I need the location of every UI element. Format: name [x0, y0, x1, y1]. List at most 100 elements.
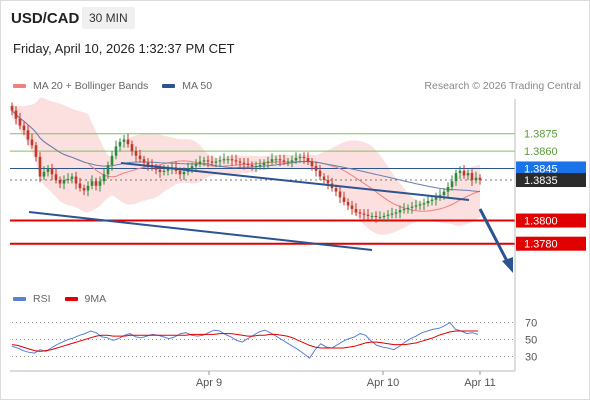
candle-body: [286, 161, 290, 163]
candle-body: [366, 214, 370, 216]
candle-body: [202, 160, 206, 162]
candle-body: [194, 163, 198, 167]
candle-body: [402, 208, 406, 211]
candle-body: [122, 139, 126, 142]
candle-body: [50, 168, 54, 175]
candle-body: [362, 213, 366, 215]
rsi-level-label-0: 70: [525, 318, 537, 330]
candle-body: [422, 203, 426, 205]
candle-body: [238, 161, 242, 163]
candle-body: [354, 208, 358, 213]
candle-body: [78, 183, 82, 189]
candle-body: [326, 180, 330, 184]
legend-swatch-ma20: [13, 84, 26, 88]
candle-body: [30, 139, 34, 146]
candle-body: [346, 202, 350, 206]
candle-body: [390, 213, 394, 215]
candle-body: [162, 170, 166, 172]
legend-item-ma50[interactable]: MA 50: [162, 80, 212, 92]
candle-body: [318, 170, 322, 177]
candle-body: [302, 156, 306, 159]
legend-item-rsi[interactable]: RSI: [13, 293, 51, 305]
candle-body: [14, 110, 18, 119]
price-label-1: 1.3860: [524, 146, 558, 158]
datetime-label: Friday, April 10, 2026 1:32:37 PM CET: [13, 41, 235, 56]
candle-body: [394, 212, 398, 214]
candle-body: [26, 130, 30, 140]
candle-body: [118, 141, 122, 147]
legend-swatch-rsi-ma: [64, 297, 78, 301]
candle-body: [474, 177, 478, 181]
channel-upper-line: [120, 162, 470, 201]
candle-body: [166, 168, 170, 171]
candle-body: [22, 125, 26, 131]
x-tick-label-0: Apr 9: [196, 377, 222, 389]
legend-label-ma50: MA 50: [182, 80, 213, 92]
candle-body: [74, 176, 78, 184]
forecast-arrow-head: [502, 257, 513, 273]
legend-item-ma20[interactable]: MA 20 + Bollinger Bands: [13, 80, 148, 92]
candle-body: [34, 145, 38, 157]
candle-body: [218, 160, 222, 162]
symbol-title: USD/CAD: [11, 10, 80, 27]
candle-body: [262, 162, 266, 165]
candle-body: [142, 159, 146, 163]
candle-body: [310, 161, 314, 167]
price-label-3: 1.3835: [524, 175, 558, 187]
candle-body: [226, 159, 230, 161]
legend-item-rsi-ma[interactable]: 9MA: [64, 293, 106, 305]
candle-body: [178, 170, 182, 175]
candle-body: [306, 158, 310, 162]
candle-body: [230, 159, 234, 161]
candle-body: [322, 176, 326, 181]
legend-label-ma20: MA 20 + Bollinger Bands: [33, 80, 149, 92]
candle-body: [58, 180, 62, 184]
candle-body: [222, 159, 226, 161]
forecast-arrow: [478, 208, 510, 264]
candle-body: [378, 217, 382, 219]
price-label-5: 1.3780: [524, 239, 558, 251]
candle-body: [38, 156, 42, 177]
candle-body: [294, 158, 298, 161]
x-tick-label-1: Apr 10: [367, 377, 399, 389]
candle-body: [206, 160, 210, 162]
candle-body: [82, 188, 86, 191]
candle-body: [158, 169, 162, 172]
candle-body: [46, 168, 50, 172]
candle-body: [430, 199, 434, 201]
candle-body: [198, 161, 202, 164]
price-label-bg-5: [516, 236, 586, 251]
candle-body: [266, 161, 270, 163]
rsi-line: [11, 321, 479, 359]
candle-body: [70, 176, 74, 179]
candle-body: [114, 146, 118, 156]
legend-swatch-ma50: [162, 84, 176, 88]
candle-body: [410, 206, 414, 208]
price-legend: MA 20 + Bollinger Bands MA 50: [13, 80, 226, 92]
rsi-level-label-1: 50: [525, 335, 537, 347]
candle-body: [358, 212, 362, 214]
candle-body: [42, 171, 46, 177]
candle-body: [134, 151, 138, 156]
candle-body: [138, 155, 142, 160]
candle-body: [374, 215, 378, 218]
candle-body: [454, 173, 458, 182]
candle-body: [270, 159, 274, 162]
timeframe-badge[interactable]: 30 MIN: [82, 7, 135, 29]
candle-body: [146, 162, 150, 165]
legend-swatch-rsi: [13, 297, 26, 301]
candle-body: [126, 139, 130, 145]
candle-body: [182, 171, 186, 175]
candle-body: [442, 191, 446, 196]
candle-body: [470, 173, 474, 181]
candle-body: [370, 215, 374, 217]
candle-body: [466, 173, 470, 176]
rsi-legend: RSI 9MA: [13, 293, 120, 305]
candle-body: [342, 197, 346, 203]
candle-body: [110, 155, 114, 165]
candle-body: [62, 180, 66, 184]
candle-body: [282, 160, 286, 162]
candle-body: [102, 174, 106, 182]
candle-body: [418, 204, 422, 206]
